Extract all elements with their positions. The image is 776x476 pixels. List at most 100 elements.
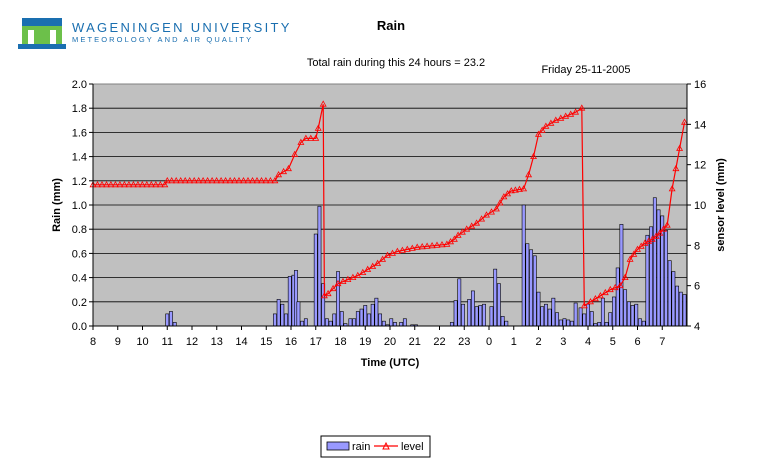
rain-bar (645, 234, 650, 327)
legend-level-marker (382, 441, 390, 450)
level-marker (433, 241, 441, 248)
level-marker (319, 100, 327, 107)
level-marker (307, 134, 315, 141)
rain-bar (544, 303, 548, 327)
x-tick-label: 21 (409, 336, 421, 348)
level-marker (285, 164, 292, 172)
rain-bar (172, 322, 177, 327)
rain-bar (303, 318, 308, 327)
rain-bar (582, 313, 587, 327)
rain-bar (328, 320, 333, 327)
level-marker (280, 167, 288, 175)
level-marker (408, 244, 416, 251)
x-tick-label: 19 (359, 336, 371, 348)
rain-bar (276, 299, 281, 327)
level-marker (463, 225, 471, 232)
y2-axis-label: sensor level (mm) (715, 158, 727, 252)
level-marker (488, 208, 495, 215)
rain-bar (393, 322, 397, 327)
y-tick-label: 1.8 (72, 103, 87, 115)
rain-bar (608, 312, 613, 327)
level-marker (626, 255, 634, 262)
rain-bar (471, 290, 475, 327)
x-tick-label: 2 (535, 336, 541, 348)
level-marker (492, 205, 500, 212)
rain-bar (359, 308, 364, 327)
level-marker (258, 176, 265, 184)
x-tick-label: 7 (659, 336, 665, 348)
x-tick-label: 9 (115, 336, 121, 348)
legend-level-label: level (401, 441, 424, 453)
rain-bar (547, 308, 552, 327)
rain-bar (496, 283, 501, 327)
level-marker (253, 176, 261, 184)
level-marker (652, 232, 660, 239)
rain-bar (682, 294, 687, 327)
rain-bar (381, 320, 386, 327)
y-axis-left: 0.0 0.2 0.4 0.6 0.8 1.0 1.2 1.4 1.6 1.8 2.0 (72, 79, 94, 333)
legend-rain-label: rain (352, 441, 370, 453)
level-marker (606, 285, 614, 293)
level-marker (98, 180, 106, 188)
level-marker (379, 255, 387, 262)
rain-bar (402, 318, 407, 327)
rain-bar (525, 243, 530, 327)
level-marker (217, 176, 225, 184)
level-marker (468, 222, 476, 229)
rain-bar (374, 297, 379, 327)
level-marker (116, 180, 124, 188)
y-tick-label: 0.4 (72, 273, 87, 285)
level-marker (199, 176, 207, 184)
rain-bar (589, 311, 594, 327)
level-marker (637, 242, 645, 249)
rain-bar (521, 204, 526, 327)
level-marker (535, 130, 542, 137)
x-tick-label: 20 (384, 336, 396, 348)
x-axis-label: Time (UTC) (361, 357, 420, 369)
rain-bar (630, 305, 635, 327)
x-tick-label: 12 (186, 336, 198, 348)
level-marker (125, 180, 133, 188)
x-tick-label: 6 (634, 336, 640, 348)
level-marker (177, 176, 185, 184)
rain-bar (370, 303, 375, 327)
level-marker (676, 144, 684, 151)
y2-tick-label: 6 (694, 281, 700, 293)
level-marker (143, 180, 151, 188)
rain-bar (652, 197, 657, 327)
level-marker (538, 126, 546, 133)
level-marker (552, 116, 560, 123)
rain-bar (489, 306, 494, 327)
x-tick-label: 14 (235, 336, 247, 348)
rain-bar (678, 291, 683, 327)
level-marker (672, 164, 680, 172)
level-marker (334, 279, 342, 287)
rain-bar (478, 305, 483, 327)
rain-bar (461, 303, 465, 327)
rain-bar (449, 322, 454, 327)
rain-bar (529, 249, 533, 327)
level-marker (111, 180, 119, 188)
level-marker (369, 262, 377, 269)
rain-bar (348, 318, 353, 327)
rain-bar (504, 320, 509, 327)
rain-bar (284, 313, 288, 327)
rain-bar (555, 312, 559, 327)
level-marker (648, 235, 656, 242)
rain-bar (467, 299, 472, 327)
logo-line-1: WAGENINGEN UNIVERSITY (72, 20, 292, 35)
rain-bar (664, 230, 668, 327)
level-marker (349, 273, 357, 280)
level-marker (156, 180, 164, 188)
rain-bar (570, 320, 574, 327)
rain-bar (540, 306, 545, 327)
level-marker (500, 193, 508, 200)
x-tick-label: 13 (211, 336, 223, 348)
x-tick-label: 0 (486, 336, 492, 348)
level-marker (168, 176, 176, 184)
rain-bar (578, 307, 583, 327)
level-marker (587, 297, 594, 305)
level-marker (681, 118, 688, 125)
y2-tick-label: 16 (694, 79, 706, 91)
y-tick-label: 0.0 (72, 321, 87, 333)
